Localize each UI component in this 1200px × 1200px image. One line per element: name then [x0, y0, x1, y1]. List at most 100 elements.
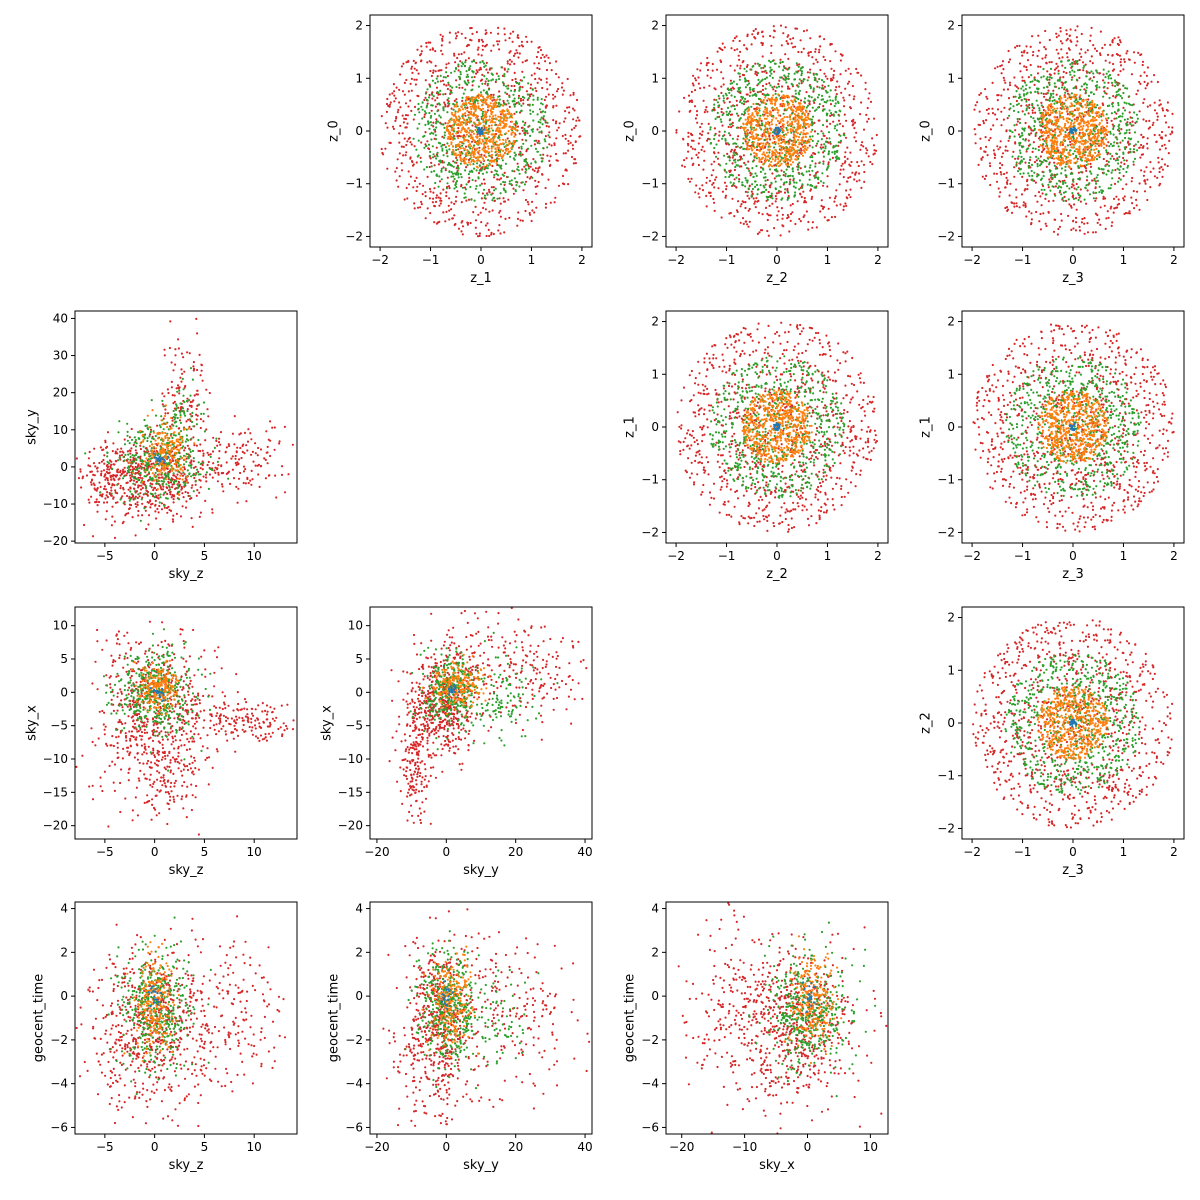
y-tick-label: 2: [355, 945, 363, 959]
x-tick-label: 2: [874, 549, 882, 563]
x-tick-label: −5: [96, 549, 114, 563]
x-tick-label: 2: [578, 253, 586, 267]
y-tick-label: 1: [947, 367, 955, 381]
x-tick-label: −1: [1014, 549, 1032, 563]
scatter-panel-sky_y-vs-sky_z: −5 0 5 10 −20 −10 0 10 20 30 40 sky_z sky_y: [24, 310, 298, 582]
data-points: [677, 901, 888, 1135]
y-tick-label: 10: [53, 619, 68, 633]
y-axis-label: z_1: [623, 416, 638, 438]
y-tick-label: 1: [947, 71, 955, 85]
y-tick-label: −20: [43, 534, 68, 548]
x-tick-label: 0: [1069, 549, 1077, 563]
y-tick-label: −2: [937, 821, 955, 835]
y-tick-label: −1: [641, 473, 659, 487]
series-0-points: [388, 689, 435, 825]
x-tick-label: 0: [804, 1140, 812, 1154]
x-tick-label: 40: [577, 1140, 592, 1154]
axes-frame: [369, 606, 593, 840]
series-0-points: [75, 923, 270, 1128]
axes-frame: [74, 310, 298, 544]
data-points: [972, 323, 1175, 533]
x-tick-label: 10: [247, 1140, 262, 1154]
y-tick-label: −2: [937, 229, 955, 243]
y-tick-label: −2: [345, 1033, 363, 1047]
series-2-points: [1036, 686, 1110, 761]
series-3-points: [773, 126, 782, 136]
y-axis-label: geocent_time: [327, 974, 342, 1063]
x-tick-label: −1: [718, 253, 736, 267]
x-tick-label: 0: [151, 1140, 159, 1154]
x-tick-label: 10: [863, 1140, 878, 1154]
y-tick-label: 2: [947, 19, 955, 33]
x-tick-label: 0: [151, 549, 159, 563]
x-tick-label: 0: [1069, 253, 1077, 267]
series-1-points: [84, 399, 230, 522]
y-tick-label: −5: [50, 719, 68, 733]
y-tick-label: 40: [53, 311, 68, 325]
scatter-panel-z_0-vs-z_1: −2 −1 0 1 2 −2 −1 0 1 2 z_1 z_0: [327, 14, 593, 286]
y-tick-label: −4: [641, 1077, 659, 1091]
y-tick-label: −1: [937, 769, 955, 783]
series-3-points: [152, 452, 170, 465]
series-1-points: [709, 355, 846, 499]
x-tick-label: 1: [1120, 253, 1128, 267]
y-tick-label: 4: [355, 902, 363, 916]
y-tick-label: −4: [50, 1077, 68, 1091]
y-axis-label: sky_x: [24, 705, 39, 741]
scatter-panel-sky_x-vs-sky_y: −20 0 20 40 −20 −15 −10 −5 0 5 10 sky_y sky_x: [319, 606, 593, 878]
series-0-points: [972, 619, 1174, 829]
scatter-panel-z_0-vs-z_2: −2 −1 0 1 2 −2 −1 0 1 2 z_2 z_0: [623, 14, 889, 286]
y-tick-label: 0: [355, 685, 363, 699]
series-2-points: [128, 404, 196, 496]
y-tick-label: −6: [345, 1120, 363, 1134]
x-axis-label: z_3: [1062, 567, 1084, 582]
x-tick-label: 2: [1170, 253, 1178, 267]
x-tick-label: 1: [1120, 549, 1128, 563]
series-0-points: [676, 321, 879, 533]
y-tick-label: 1: [947, 663, 955, 677]
y-tick-label: −2: [641, 525, 659, 539]
x-tick-label: −2: [667, 253, 685, 267]
series-0-points: [168, 414, 294, 504]
x-axis-label: sky_z: [169, 1158, 204, 1173]
y-tick-label: −10: [338, 752, 363, 766]
y-tick-label: 0: [651, 989, 659, 1003]
x-axis-label: sky_z: [169, 567, 204, 582]
y-tick-label: 0: [60, 989, 68, 1003]
data-points: [676, 321, 879, 533]
data-points: [973, 25, 1174, 236]
x-tick-label: −5: [96, 845, 114, 859]
x-tick-label: −1: [718, 549, 736, 563]
series-2-points: [123, 941, 180, 1063]
y-tick-label: 1: [355, 71, 363, 85]
series-1-points: [1008, 59, 1140, 203]
y-tick-label: −2: [641, 229, 659, 243]
y-tick-label: −5: [345, 719, 363, 733]
x-tick-label: 20: [508, 845, 523, 859]
x-tick-label: 5: [201, 549, 209, 563]
x-tick-label: −2: [963, 253, 981, 267]
x-axis-label: sky_y: [463, 863, 499, 878]
y-tick-label: 0: [355, 124, 363, 138]
y-tick-label: −20: [338, 819, 363, 833]
y-axis-label: z_0: [327, 120, 342, 142]
y-tick-label: 2: [947, 611, 955, 625]
series-0-points: [457, 606, 588, 741]
y-tick-label: 20: [53, 386, 68, 400]
x-axis-label: z_2: [766, 271, 788, 286]
y-tick-label: −15: [338, 785, 363, 799]
x-tick-label: −2: [667, 549, 685, 563]
data-points: [75, 915, 287, 1128]
data-points: [380, 26, 582, 238]
series-3-points: [1068, 422, 1077, 432]
x-tick-label: 0: [1069, 845, 1077, 859]
series-3-points: [1068, 718, 1078, 728]
series-0-points: [382, 908, 494, 1127]
series-1-points: [1004, 653, 1141, 795]
x-tick-label: 20: [508, 1140, 523, 1154]
y-tick-label: −2: [641, 1033, 659, 1047]
scatter-panel-z_0-vs-z_3: −2 −1 0 1 2 −2 −1 0 1 2 z_3 z_0: [919, 14, 1185, 286]
y-tick-label: −1: [937, 177, 955, 191]
series-0-points: [451, 931, 591, 1110]
